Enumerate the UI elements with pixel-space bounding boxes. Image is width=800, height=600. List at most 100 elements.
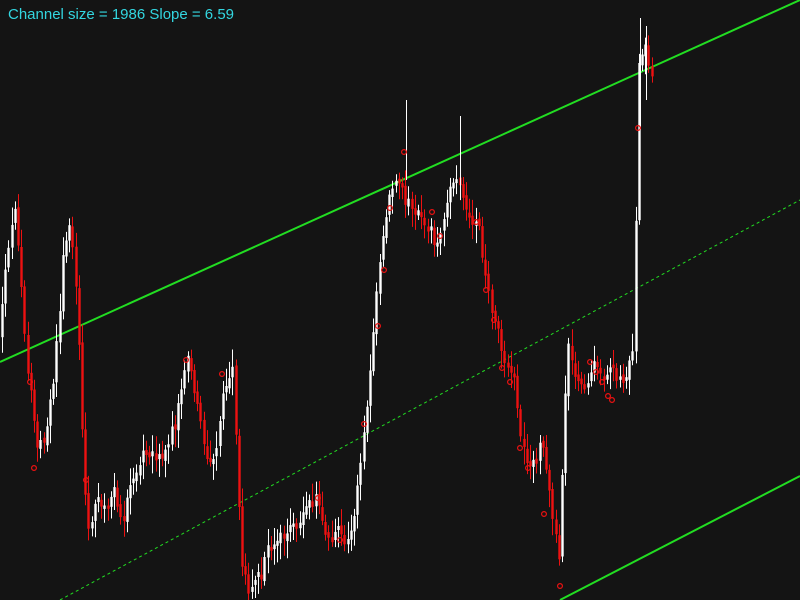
candle-body (491, 289, 494, 313)
candle-body (158, 454, 161, 460)
candle-body (571, 345, 574, 361)
candle-body (433, 227, 436, 245)
candle-body (100, 499, 103, 507)
candle-body (628, 360, 631, 380)
candle-body (17, 207, 20, 246)
candle-body (84, 429, 87, 495)
candle-body (43, 437, 46, 443)
candle-body (193, 370, 196, 394)
candle-body (126, 497, 129, 522)
candle-body (606, 374, 609, 380)
candle-body (148, 452, 151, 458)
channel-info-label: Channel size = 1986 Slope = 6.59 (8, 6, 235, 23)
signal-marker (516, 445, 523, 452)
candle-body (375, 291, 378, 335)
signal-marker (82, 477, 89, 484)
signal-marker (315, 495, 322, 502)
candle-body (603, 376, 606, 380)
candle-body (462, 184, 465, 198)
candle-body (350, 530, 353, 540)
candle-body (385, 217, 388, 238)
candle-body (561, 474, 564, 557)
candle-body (20, 247, 23, 287)
candle-body (324, 522, 327, 535)
signal-marker (27, 379, 34, 386)
candle-body (452, 182, 455, 189)
candle-body (257, 572, 260, 577)
candle-body (254, 579, 257, 585)
candle-body (369, 370, 372, 406)
candle-body (356, 485, 359, 515)
candle-body (260, 574, 263, 580)
candle-body (379, 262, 382, 294)
candle-body (401, 183, 404, 188)
candle-body (411, 198, 414, 209)
candle-body (1, 304, 4, 338)
signal-marker (608, 397, 615, 404)
signal-marker (31, 465, 38, 472)
channel-middle-line (59, 199, 800, 600)
candle-body (587, 383, 590, 388)
signal-marker (473, 219, 480, 226)
candle-body (475, 221, 478, 226)
candle-body (235, 365, 238, 435)
candle-body (558, 535, 561, 560)
candle-body (286, 533, 289, 542)
candle-body (539, 442, 542, 461)
candle-body (36, 421, 39, 448)
candle-body (55, 341, 58, 383)
candle-body (583, 384, 586, 390)
candle-body (14, 208, 17, 223)
candle-body (190, 358, 193, 372)
candle-body (519, 409, 522, 437)
candles (1, 18, 654, 600)
candle-body (161, 453, 164, 459)
candle-body (596, 362, 599, 367)
candle-body (510, 365, 513, 373)
candle-body (97, 497, 100, 503)
candle-body (145, 450, 148, 455)
candle-body (494, 310, 497, 322)
candle-body (94, 503, 97, 521)
candle-body (647, 45, 650, 66)
signal-marker (634, 124, 641, 131)
signal-markers (27, 124, 641, 589)
candle-body (251, 586, 254, 592)
candle-body (321, 507, 324, 521)
candle-body (292, 523, 295, 527)
candle-body (644, 44, 647, 57)
candle-body (52, 383, 55, 399)
candle-body (174, 424, 177, 430)
signal-marker (598, 379, 605, 386)
candle-body (302, 512, 305, 525)
signal-marker (375, 323, 382, 330)
candle-body (523, 438, 526, 447)
candle-body (619, 376, 622, 380)
candle-body (590, 372, 593, 382)
candle-body (395, 180, 398, 186)
candle-body (609, 367, 612, 373)
candle-body (481, 226, 484, 258)
candle-body (555, 519, 558, 535)
candle-body (203, 419, 206, 445)
candle-body (289, 525, 292, 533)
candle-body (516, 375, 519, 409)
candle-body (635, 220, 638, 352)
candle-body (4, 269, 7, 304)
candle-body (30, 372, 33, 391)
candle-body (564, 393, 567, 474)
signal-marker (556, 582, 563, 589)
candle-body (391, 188, 394, 197)
candle-body (276, 540, 279, 546)
candle-body (62, 255, 65, 312)
candle-body (7, 247, 10, 268)
candle-body (436, 242, 439, 247)
candle-body (615, 368, 618, 381)
candle-body (327, 532, 330, 538)
candle-body (142, 450, 145, 463)
candle-body (238, 435, 241, 507)
candle-body (27, 335, 30, 374)
candle-body (363, 432, 366, 462)
